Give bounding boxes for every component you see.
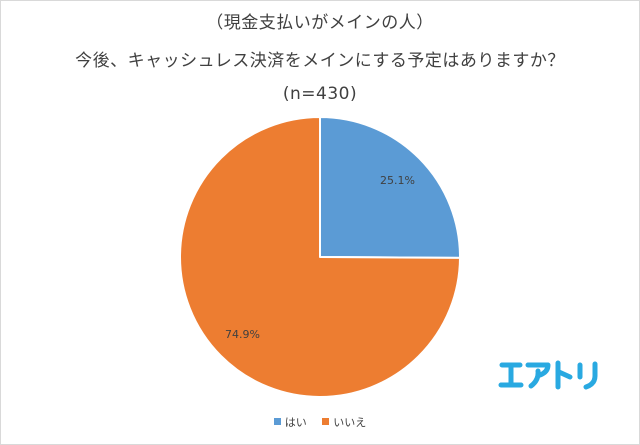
data-label-no: 74.9%: [225, 328, 260, 341]
chart-legend: はい いいえ: [0, 414, 640, 430]
legend-label-yes: はい: [284, 416, 307, 429]
legend-swatch-no: [322, 418, 330, 425]
legend-swatch-yes: [273, 418, 281, 425]
pie-data-labels: 25.1% 74.9%: [225, 174, 415, 341]
data-label-yes: 25.1%: [380, 174, 415, 187]
pie-slice-no: [179, 116, 461, 398]
chart-title-line-2: 今後、キャッシュレス決済をメインにする予定はありますか？: [75, 51, 565, 71]
legend-item-yes: はい: [273, 414, 307, 430]
chart-title-line-3: (n=430): [282, 84, 358, 104]
chart-title-line-1: （現金支払いがメインの人）: [206, 13, 434, 33]
airtrip-logo: [498, 360, 598, 390]
pie-slices: [179, 116, 462, 398]
pie-slice-yes: [319, 116, 462, 259]
legend-item-no: いいえ: [322, 414, 366, 430]
legend-label-no: いいえ: [333, 416, 367, 429]
